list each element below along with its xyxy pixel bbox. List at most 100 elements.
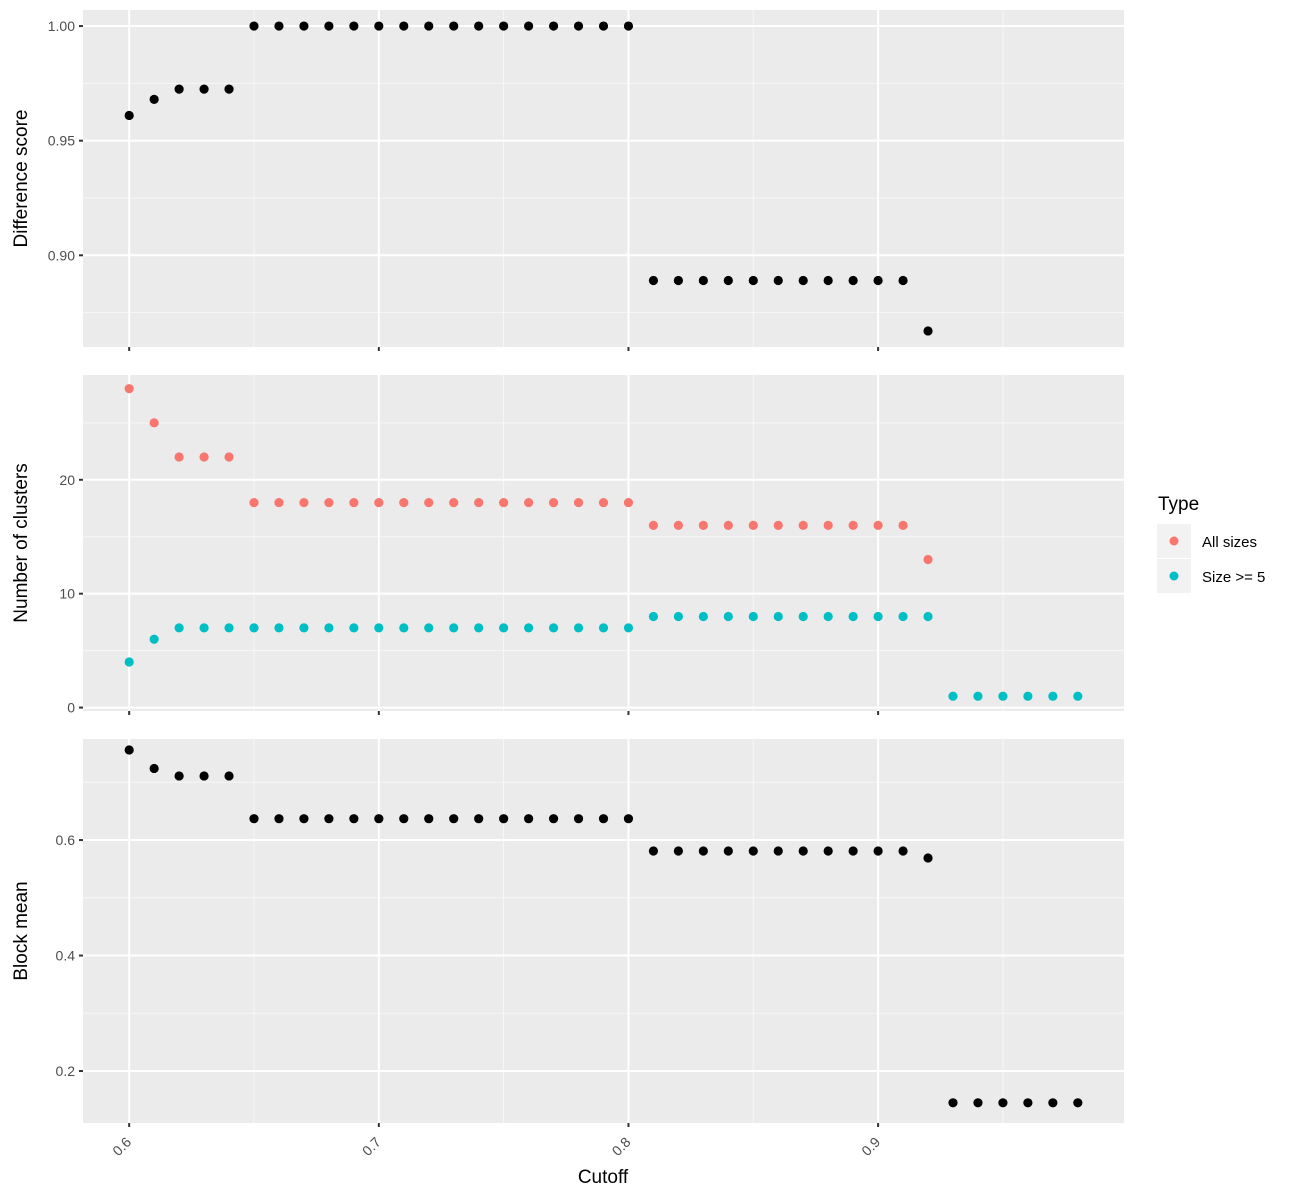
data-point (698, 275, 708, 286)
data-point (249, 814, 259, 824)
data-point (399, 623, 409, 633)
y-axis-title: Difference score (11, 110, 32, 248)
data-point (174, 84, 184, 94)
data-point (249, 623, 259, 633)
legend: Type All sizes Size >= 5 (1157, 494, 1265, 593)
y-tick-label: 0 (67, 700, 75, 716)
data-point (848, 520, 858, 530)
data-point (499, 21, 509, 31)
data-point (798, 611, 808, 622)
data-point (349, 497, 359, 508)
data-point (698, 846, 708, 856)
panel-2: 0 10 20 Number of clusters (11, 375, 1124, 716)
data-point (648, 846, 659, 856)
data-point (873, 520, 883, 530)
data-point (524, 623, 534, 633)
data-point (124, 110, 134, 121)
data-point (199, 452, 209, 462)
data-point (374, 497, 384, 508)
data-point (623, 21, 634, 31)
data-point (1023, 691, 1033, 701)
data-point (698, 611, 708, 622)
data-point (274, 21, 284, 31)
data-point (174, 623, 184, 633)
data-point (499, 814, 509, 824)
data-point (224, 84, 234, 94)
data-point (673, 846, 683, 856)
legend-marker-all-sizes (1169, 536, 1179, 546)
data-point (898, 846, 908, 856)
y-tick-label: 0.95 (48, 133, 75, 149)
data-point (524, 814, 534, 824)
data-point (998, 691, 1008, 701)
data-point (399, 21, 409, 31)
data-point (798, 846, 808, 856)
data-point (199, 84, 209, 94)
data-point (648, 611, 659, 622)
data-point (823, 611, 833, 622)
data-point (374, 21, 384, 31)
data-point (823, 520, 833, 530)
data-point (499, 497, 509, 508)
data-point (474, 21, 484, 31)
data-point (898, 275, 908, 286)
data-point (873, 846, 883, 856)
data-point (823, 846, 833, 856)
data-point (548, 623, 559, 633)
data-point (1048, 1098, 1058, 1108)
data-point (174, 452, 184, 462)
data-point (124, 384, 134, 394)
data-point (623, 623, 634, 633)
data-point (424, 21, 434, 31)
data-point (598, 814, 609, 824)
legend-label-size-5: Size >= 5 (1202, 569, 1265, 586)
data-point (324, 623, 334, 633)
data-point (748, 846, 758, 856)
data-point (598, 623, 609, 633)
data-point (723, 275, 733, 286)
x-tick-label: 0.6 (109, 1134, 134, 1159)
data-point (848, 846, 858, 856)
data-point (374, 814, 384, 824)
data-point (573, 497, 584, 508)
data-point (399, 497, 409, 508)
data-point (299, 814, 309, 824)
data-point (923, 853, 933, 863)
data-point (598, 21, 609, 31)
data-point (399, 814, 409, 824)
data-point (1048, 691, 1058, 701)
data-point (848, 275, 858, 286)
data-point (548, 814, 559, 824)
series-size-5 (124, 611, 1083, 701)
data-point (324, 21, 334, 31)
x-tick-label: 0.8 (609, 1134, 634, 1159)
data-point (873, 611, 883, 622)
legend-label-all-sizes: All sizes (1202, 534, 1257, 551)
data-point (573, 21, 584, 31)
data-point (149, 94, 159, 105)
data-point (823, 275, 833, 286)
data-point (898, 520, 908, 530)
data-point (299, 623, 309, 633)
data-point (424, 497, 434, 508)
data-point (573, 623, 584, 633)
panel-background (83, 375, 1124, 711)
data-point (773, 846, 783, 856)
data-point (249, 21, 259, 31)
plot-panels: 0.90 0.95 1.00 Difference score 0 10 20 Number … (11, 10, 1124, 1159)
panel-background (83, 10, 1124, 347)
data-point (923, 326, 933, 336)
data-point (798, 275, 808, 286)
data-point (299, 21, 309, 31)
data-point (673, 520, 683, 530)
data-point (848, 611, 858, 622)
data-point (199, 771, 209, 781)
data-point (224, 452, 234, 462)
data-point (124, 745, 134, 755)
data-point (449, 814, 459, 824)
x-tick-label: 0.9 (858, 1134, 883, 1159)
data-point (499, 623, 509, 633)
data-point (948, 1098, 958, 1108)
data-point (773, 611, 783, 622)
